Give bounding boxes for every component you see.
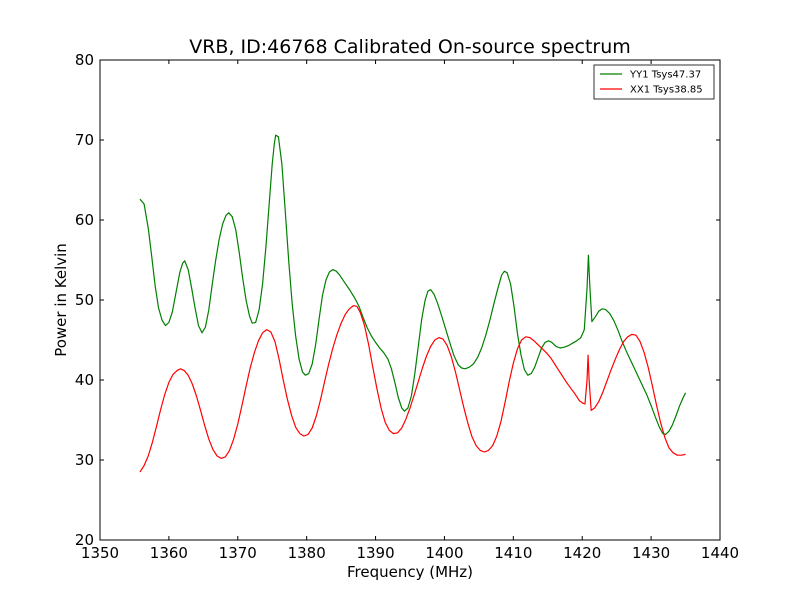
x-tick-label: 1390 bbox=[356, 544, 394, 562]
x-tick-label: 1400 bbox=[425, 544, 463, 562]
legend: YY1 Tsys47.37 XX1 Tsys38.85 bbox=[593, 64, 715, 100]
x-tick-label: 1430 bbox=[632, 544, 670, 562]
ticks-layer: 1350 1360 1370 1380 1390 1400 1410 1420 1430 1440… bbox=[75, 51, 739, 562]
x-tick-label: 1380 bbox=[288, 544, 326, 562]
x-tick-label: 1410 bbox=[494, 544, 532, 562]
y-tick-label: 50 bbox=[75, 291, 94, 309]
series-line-yy1 bbox=[139, 134, 687, 435]
x-tick-label: 1360 bbox=[150, 544, 188, 562]
y-tick-label: 80 bbox=[75, 51, 94, 69]
y-tick-label: 20 bbox=[75, 531, 94, 549]
y-tick-label: 60 bbox=[75, 211, 94, 229]
y-tick-label: 30 bbox=[75, 451, 94, 469]
legend-box bbox=[593, 64, 715, 100]
x-tick-label: 1440 bbox=[701, 544, 739, 562]
y-axis-label: Power in Kelvin bbox=[52, 243, 70, 357]
series-layer bbox=[139, 134, 687, 473]
plot-area bbox=[100, 60, 720, 540]
y-tick-label: 40 bbox=[75, 371, 94, 389]
x-tick-label: 1420 bbox=[563, 544, 601, 562]
legend-label-xx1: XX1 Tsys38.85 bbox=[630, 85, 703, 96]
chart-title: VRB, ID:46768 Calibrated On-source spect… bbox=[189, 36, 631, 58]
plot-frame bbox=[99, 59, 721, 541]
y-tick-label: 70 bbox=[75, 131, 94, 149]
legend-label-yy1: YY1 Tsys47.37 bbox=[629, 70, 701, 81]
x-tick-label: 1370 bbox=[219, 544, 257, 562]
series-line-xx1 bbox=[139, 305, 686, 473]
x-tick-label: 1350 bbox=[81, 544, 119, 562]
x-axis-label: Frequency (MHz) bbox=[347, 563, 473, 581]
